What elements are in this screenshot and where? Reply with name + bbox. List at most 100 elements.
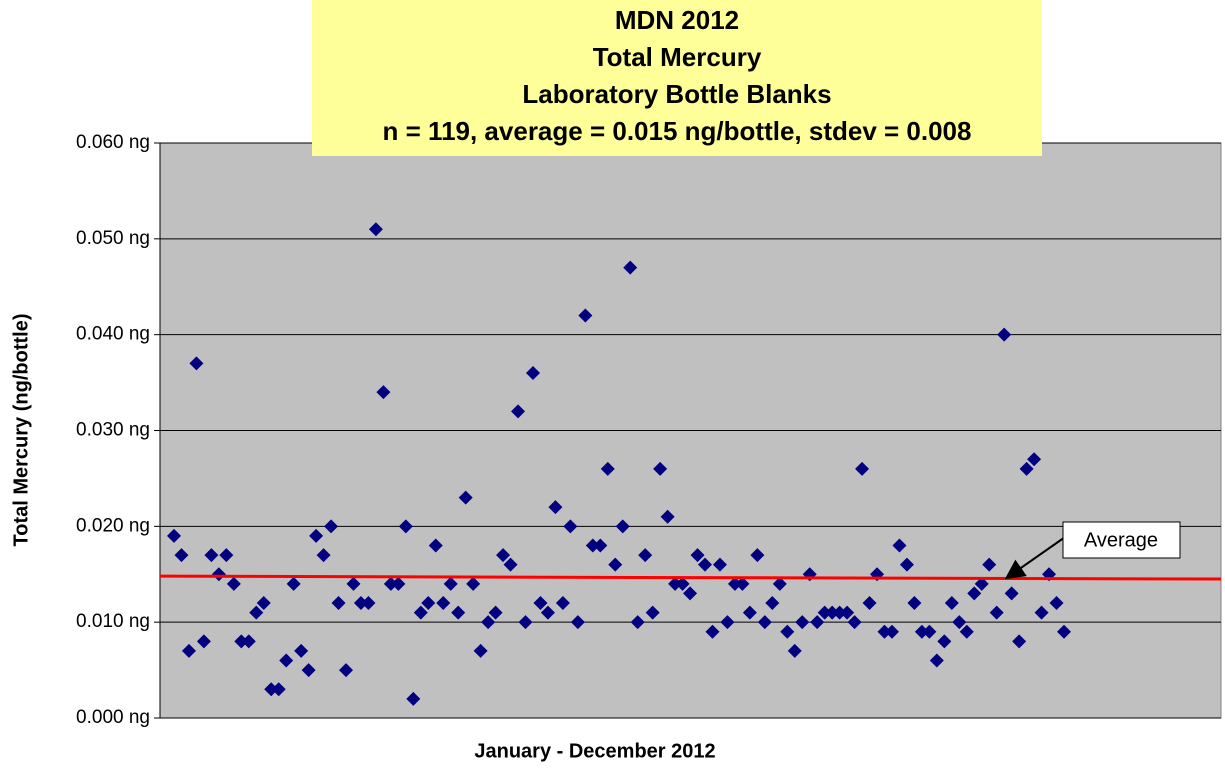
data-point xyxy=(383,576,398,591)
data-point xyxy=(540,605,555,620)
data-point xyxy=(944,596,959,610)
data-point xyxy=(481,615,496,630)
data-point xyxy=(795,615,810,630)
data-point xyxy=(840,605,855,620)
data-point xyxy=(810,615,825,630)
data-point xyxy=(855,461,870,476)
data-point xyxy=(750,548,765,563)
data-point xyxy=(1012,634,1027,649)
data-point xyxy=(570,615,585,630)
data-point xyxy=(256,596,271,610)
y-tick-label: 0.050 ng xyxy=(76,228,150,249)
data-point xyxy=(264,682,279,697)
data-point xyxy=(585,538,600,553)
data-point xyxy=(578,308,593,323)
data-point xyxy=(1004,586,1019,601)
data-point xyxy=(286,576,301,591)
data-point xyxy=(219,548,234,563)
data-point xyxy=(533,596,548,610)
data-point xyxy=(608,557,623,572)
data-point xyxy=(196,634,211,649)
data-point xyxy=(339,663,354,678)
data-point xyxy=(368,222,383,237)
data-point xyxy=(892,538,907,553)
data-point xyxy=(690,548,705,563)
data-point xyxy=(817,605,832,620)
data-point xyxy=(503,557,518,572)
data-point xyxy=(1049,596,1064,610)
data-point xyxy=(234,634,249,649)
data-point xyxy=(451,605,466,620)
data-point xyxy=(668,576,683,591)
data-point xyxy=(301,663,316,678)
chart-title: Total Mercury xyxy=(593,42,762,72)
data-point xyxy=(525,366,540,380)
chart-title: n = 119, average = 0.015 ng/bottle, stde… xyxy=(383,116,972,146)
data-point xyxy=(780,624,795,639)
data-point xyxy=(877,624,892,639)
data-point xyxy=(675,576,690,591)
data-point xyxy=(488,605,503,620)
data-point xyxy=(518,615,533,630)
data-point xyxy=(511,404,526,419)
chart-title: MDN 2012 xyxy=(615,5,739,35)
data-point xyxy=(638,548,653,563)
data-point xyxy=(241,634,256,649)
y-tick-label: 0.060 ng xyxy=(76,132,150,153)
data-point xyxy=(428,538,443,553)
data-point xyxy=(1057,624,1071,639)
data-point xyxy=(884,624,899,639)
data-point xyxy=(421,596,436,610)
data-point xyxy=(727,576,742,591)
data-point xyxy=(294,643,309,658)
data-point xyxy=(174,548,189,563)
data-point xyxy=(406,691,421,706)
data-point xyxy=(698,557,713,572)
data-point xyxy=(309,528,324,543)
data-point xyxy=(1027,452,1042,467)
data-point xyxy=(825,605,840,620)
data-point xyxy=(555,596,570,610)
data-point xyxy=(376,385,391,400)
data-point xyxy=(847,615,862,630)
data-point xyxy=(989,605,1004,620)
y-tick-label: 0.010 ng xyxy=(76,611,150,632)
data-point xyxy=(600,461,615,476)
data-point xyxy=(705,624,720,639)
y-tick-label: 0.000 ng xyxy=(76,707,150,728)
data-point xyxy=(623,260,638,275)
data-point xyxy=(974,576,989,591)
data-point xyxy=(645,605,660,620)
data-point xyxy=(593,538,608,553)
data-point xyxy=(391,576,406,591)
y-tick-label: 0.040 ng xyxy=(76,324,150,345)
data-point xyxy=(443,576,458,591)
data-point xyxy=(735,576,750,591)
data-point xyxy=(458,490,473,505)
data-point xyxy=(226,576,241,591)
data-point xyxy=(765,596,780,610)
data-point xyxy=(316,548,331,563)
data-point xyxy=(712,557,727,572)
annotation-text: Average xyxy=(1084,529,1158,551)
data-point xyxy=(398,519,413,534)
data-point xyxy=(436,596,451,610)
data-point xyxy=(346,576,361,591)
data-point xyxy=(907,596,922,610)
y-tick-label: 0.030 ng xyxy=(76,420,150,441)
data-point xyxy=(997,327,1012,342)
data-point xyxy=(720,615,735,630)
data-point xyxy=(1019,461,1034,476)
x-axis-title: January - December 2012 xyxy=(474,740,715,762)
data-point xyxy=(249,605,264,620)
data-point xyxy=(615,519,630,534)
title-box xyxy=(312,0,1042,156)
average-line xyxy=(159,574,1222,581)
data-point xyxy=(473,643,488,658)
data-point xyxy=(271,682,286,697)
data-point xyxy=(548,500,563,515)
data-point xyxy=(742,605,757,620)
data-point xyxy=(653,461,668,476)
data-point xyxy=(563,519,578,534)
